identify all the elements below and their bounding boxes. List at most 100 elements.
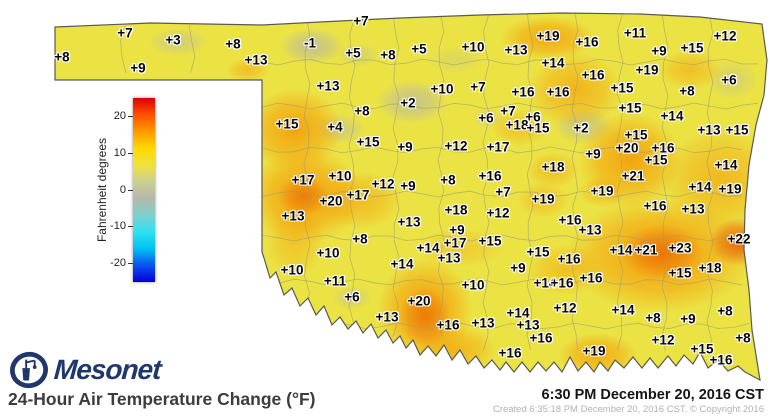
- station-value-label: +13: [697, 122, 721, 138]
- page-title: 24-Hour Air Temperature Change (°F): [8, 389, 316, 409]
- station-value-label: +14: [714, 157, 738, 173]
- station-value-label: +14: [390, 256, 414, 272]
- station-value-label: +12: [713, 28, 737, 44]
- station-value-label: +11: [323, 273, 347, 289]
- station-value-label: +12: [371, 176, 395, 192]
- station-value-label: +7: [470, 79, 486, 95]
- station-value-label: +19: [536, 28, 560, 44]
- station-value-label: +10: [461, 277, 485, 293]
- station-value-label: +15: [478, 233, 502, 249]
- station-value-label: +8: [717, 303, 733, 319]
- station-value-label: +18: [444, 202, 468, 218]
- legend-tick-label: 20: [113, 110, 126, 123]
- station-value-label: +22: [727, 231, 751, 247]
- station-value-label: +19: [582, 343, 606, 359]
- station-value-label: +15: [618, 100, 642, 116]
- station-value-label: +9: [400, 178, 416, 194]
- station-value-label: +14: [611, 302, 635, 318]
- station-value-label: +15: [356, 134, 380, 150]
- created-copyright: Created 6:35:18 PM December 20, 2016 CST…: [492, 404, 764, 415]
- station-value-label: +17: [443, 235, 467, 251]
- station-value-label: +12: [486, 205, 510, 221]
- station-value-label: +16: [575, 34, 599, 50]
- station-value-label: +15: [668, 265, 692, 281]
- station-value-label: +13: [437, 250, 461, 266]
- mesonet-logo: Mesonet: [10, 351, 162, 389]
- station-value-label: +16: [709, 352, 733, 368]
- station-value-label: +21: [621, 168, 645, 184]
- legend-tick-mark: [128, 116, 133, 118]
- station-value-label: +8: [380, 47, 396, 63]
- station-value-label: +14: [416, 240, 440, 256]
- station-value-label: +14: [609, 242, 633, 258]
- station-value-label: +15: [610, 80, 634, 96]
- legend-tick-mark: [128, 226, 133, 228]
- station-value-label: +7: [353, 13, 369, 29]
- station-value-label: +12: [553, 300, 577, 316]
- station-value-label: +13: [471, 315, 495, 331]
- station-value-label: +23: [668, 240, 692, 256]
- station-value-label: +7: [500, 103, 516, 119]
- station-value-label: +19: [718, 181, 742, 197]
- station-value-label: +13: [397, 214, 421, 230]
- station-value-label: +3: [165, 32, 181, 48]
- station-value-label: +4: [327, 119, 343, 135]
- station-value-label: +6: [525, 109, 541, 125]
- station-value-label: +18: [698, 260, 722, 276]
- county-boundaries: [120, 13, 759, 373]
- station-value-label: +16: [511, 84, 535, 100]
- station-value-label: +16: [558, 212, 582, 228]
- station-value-label: +20: [615, 140, 639, 156]
- station-value-label: +13: [281, 208, 305, 224]
- station-value-label: +8: [352, 231, 368, 247]
- station-value-label: +13: [316, 78, 340, 94]
- station-value-label: +15: [644, 152, 668, 168]
- station-value-label: +8: [440, 172, 456, 188]
- station-value-label: +15: [275, 116, 299, 132]
- station-value-label: +6: [344, 289, 360, 305]
- station-value-label: +17: [486, 139, 510, 155]
- station-value-label: +16: [498, 345, 522, 361]
- map-timestamp: 6:30 PM December 20, 2016 CST: [541, 387, 764, 403]
- station-value-label: +9: [449, 222, 465, 238]
- station-value-label: +9: [130, 60, 146, 76]
- station-value-label: +15: [526, 120, 550, 136]
- station-value-label: +19: [635, 62, 659, 78]
- station-value-label: +16: [478, 168, 502, 184]
- station-value-label: +6: [478, 110, 494, 126]
- station-value-label: +10: [461, 39, 485, 55]
- station-value-label: +13: [375, 309, 399, 325]
- station-value-label: +5: [411, 41, 427, 57]
- station-value-label: +8: [679, 83, 695, 99]
- station-value-label: +8: [645, 310, 661, 326]
- legend-tick-mark: [128, 152, 133, 154]
- station-value-label: +14: [660, 108, 684, 124]
- station-value-label: +7: [495, 184, 511, 200]
- station-value-label: +12: [651, 332, 675, 348]
- legend-tick-label: 10: [113, 146, 126, 159]
- station-value-label: +16: [546, 84, 570, 100]
- station-value-label: +14: [506, 305, 530, 321]
- station-value-label: +9: [680, 311, 696, 327]
- legend-tick-mark: [128, 189, 133, 191]
- legend-tick-label: -10: [110, 220, 126, 233]
- station-value-label: +16: [529, 330, 553, 346]
- station-value-label: +20: [319, 193, 343, 209]
- station-value-label: +13: [244, 52, 268, 68]
- legend-tick-mark: [128, 262, 133, 264]
- station-value-label: +13: [504, 42, 528, 58]
- station-value-label: +15: [725, 122, 749, 138]
- station-value-label: +17: [346, 187, 370, 203]
- station-value-label: +2: [400, 95, 416, 111]
- mesonet-logo-icon: [10, 351, 48, 389]
- station-value-label: +7: [117, 25, 133, 41]
- station-value-label: +16: [579, 270, 603, 286]
- station-value-label: +9: [585, 146, 601, 162]
- station-value-label: +16: [643, 198, 667, 214]
- station-value-label: +10: [280, 262, 304, 278]
- station-value-label: +10: [316, 245, 340, 261]
- station-value-label: +15: [680, 40, 704, 56]
- station-value-label: +8: [354, 103, 370, 119]
